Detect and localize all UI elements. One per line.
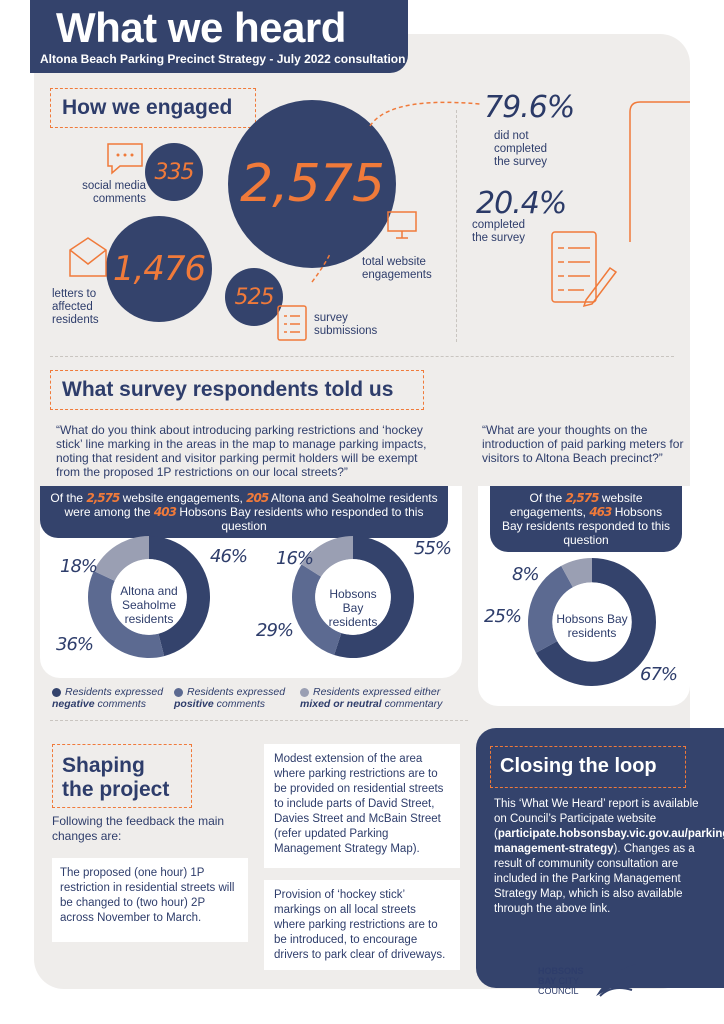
participate-link[interactable]: participate.hobsonsbay.vic.gov.au/parkin… <box>494 828 724 855</box>
closing-title-box <box>490 746 686 788</box>
legend-negative: Residents expressed negative comments <box>52 686 164 710</box>
legend-neutral: Residents expressed either mixed or neutr… <box>300 686 443 710</box>
donut-3-slice-mixed-or-neutral <box>561 558 592 588</box>
donut-3-pos-pct: 25% <box>484 606 522 627</box>
not-completed-label: did not completed the survey <box>494 130 548 168</box>
not-completed-value: 79.6% <box>484 90 575 125</box>
donut-chart-2 <box>292 536 414 658</box>
donut-3-neg-pct: 67% <box>640 664 678 685</box>
donut-1-slice-mixed-or-neutral <box>93 536 149 581</box>
donut-3-hole <box>552 582 632 662</box>
divider <box>50 720 468 721</box>
survey-bubble: 525 <box>225 268 283 326</box>
donut-1-slice-negative <box>149 536 210 657</box>
arrows-icon <box>311 101 481 283</box>
donut-2-slice-positive <box>292 564 342 656</box>
change-card-2: Modest extension of the area where parki… <box>264 744 460 868</box>
told-title-box <box>50 370 424 410</box>
shaping-intro: Following the feedback the main changes … <box>52 814 225 843</box>
engaged-title-box <box>50 88 256 128</box>
donut-3-neu-pct: 8% <box>512 564 540 585</box>
donut-2-slice-mixed-or-neutral <box>301 536 353 577</box>
header-banner <box>30 0 408 73</box>
clipboard-icon <box>277 305 307 341</box>
engaged-title: How we engaged <box>62 96 233 119</box>
donut-3-slice-positive <box>528 565 573 653</box>
donut-1-label: Altona and Seaholme residents <box>120 584 178 626</box>
social-label: social media comments <box>82 180 146 205</box>
survey-label: survey submissions <box>314 312 378 337</box>
donut-2-neg-pct: 55% <box>414 538 452 559</box>
change-card-3: Provision of ‘hockey stick’ markings on … <box>264 880 460 970</box>
council-logo-icon <box>596 964 636 997</box>
completed-label: completed the survey <box>472 219 526 244</box>
closing-text: This ‘What We Heard’ report is available… <box>494 797 724 917</box>
letter-icon <box>69 237 107 277</box>
completed-value: 20.4% <box>476 186 567 221</box>
summary-bar-2: Of the 2,575 website engagements, 463 Ho… <box>490 486 682 552</box>
letters-bubble: 1,476 <box>106 216 212 322</box>
donut-2-pos-pct: 29% <box>256 620 294 641</box>
donut-2-slice-negative <box>334 536 414 658</box>
page-title: What we heard <box>56 4 346 51</box>
divider <box>50 356 674 357</box>
letters-label: letters to affected residents <box>52 288 99 326</box>
council-logo-text: HOBSONS BAY CITY COUNCIL <box>538 966 584 996</box>
donut-1-neg-pct: 46% <box>210 546 248 567</box>
closing-title: Closing the loop <box>500 755 657 777</box>
shaping-title: Shaping the project <box>62 754 170 801</box>
donut-2-hole <box>315 559 391 635</box>
donut-2-label: Hobsons Bay residents <box>328 587 378 629</box>
divider <box>456 110 457 342</box>
donut-3-slice-negative <box>535 558 656 686</box>
page-subtitle: Altona Beach Parking Precinct Strategy -… <box>40 52 406 66</box>
total-engagements-bubble: 2,575 <box>228 100 396 268</box>
question-1: “What do you think about introducing par… <box>56 423 427 479</box>
total-engagements-label: total website engagements <box>362 256 432 281</box>
speech-bubble-icon <box>107 143 143 175</box>
donut-1-hole <box>111 559 187 635</box>
change-card-1: The proposed (one hour) 1P restriction i… <box>52 858 248 942</box>
donut-chart-3 <box>528 558 656 686</box>
survey-clipboard-icon <box>551 231 618 308</box>
shaping-title-box <box>52 744 192 808</box>
closing-panel <box>476 728 724 988</box>
donut-2-neu-pct: 16% <box>276 548 314 569</box>
legend-positive: Residents expressed positive comments <box>174 686 286 710</box>
donut-1-pos-pct: 36% <box>56 634 94 655</box>
donut-1-neu-pct: 18% <box>60 556 98 577</box>
donut-1-slice-positive <box>87 571 165 658</box>
told-title: What survey respondents told us <box>62 378 394 401</box>
question-2: “What are your thoughts on the introduct… <box>482 423 684 465</box>
computer-icon <box>387 211 417 239</box>
donut-chart-1 <box>87 536 210 658</box>
person-outline-icon <box>629 101 690 242</box>
donut-3-label: Hobsons Bay residents <box>556 612 628 640</box>
social-bubble: 335 <box>145 143 203 201</box>
summary-bar-1: Of the 2,575 website engagements, 205 Al… <box>40 486 448 538</box>
